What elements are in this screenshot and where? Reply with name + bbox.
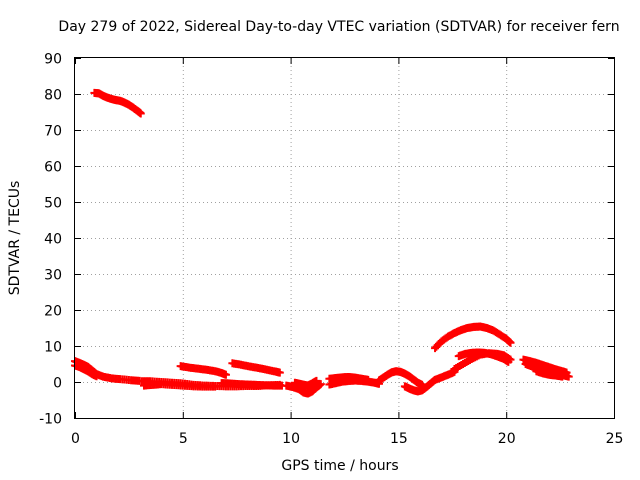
x-tick-label: 10	[282, 431, 300, 447]
points-layer	[71, 88, 573, 398]
series-arc-14	[400, 367, 459, 396]
x-tick-label: 5	[179, 431, 188, 447]
series-arc-6	[176, 362, 230, 379]
y-tick-label: 70	[44, 124, 62, 140]
data-point	[136, 109, 145, 118]
y-axis-title: SDTVAR / TECUs	[7, 181, 23, 296]
data-point	[504, 357, 513, 366]
x-axis-title: GPS time / hours	[281, 458, 398, 474]
y-tick-label: 90	[44, 52, 62, 68]
y-tick-label: 30	[44, 268, 62, 284]
x-tick-label: 15	[390, 431, 408, 447]
data-point	[221, 370, 230, 379]
series-arc-20	[532, 367, 567, 381]
y-tick-label: 0	[53, 376, 62, 392]
series-arc-8	[217, 379, 286, 390]
x-tick-label: 25	[606, 431, 624, 447]
data-point	[506, 338, 515, 347]
y-tick-label: -10	[39, 412, 62, 428]
series-arc-15	[431, 322, 515, 353]
data-point	[558, 372, 567, 381]
y-tick-label: 20	[44, 304, 62, 320]
series-arc-7	[228, 359, 284, 377]
series-arc-13	[374, 367, 427, 389]
y-tick-label: 10	[44, 340, 62, 356]
y-tick-label: 50	[44, 196, 62, 212]
data-point	[211, 382, 220, 391]
data-point	[275, 368, 284, 377]
x-tick-label: 20	[498, 431, 516, 447]
series-arc-12	[325, 372, 373, 384]
series-arc-10	[290, 376, 321, 390]
y-tick-label: 60	[44, 160, 62, 176]
chart-title: Day 279 of 2022, Sidereal Day-to-day VTE…	[58, 19, 619, 35]
tick-layer: 0 5 10 15 20 25 -10 0 10 20 30 40 50 60 70 80 90	[39, 52, 623, 448]
plot-frame	[74, 57, 615, 419]
series-arc-17	[454, 348, 513, 366]
x-tick-label: 0	[71, 431, 80, 447]
y-tick-label: 80	[44, 88, 62, 104]
series-arc-3	[71, 361, 101, 381]
series-arc-5	[139, 380, 220, 391]
series-arc-1	[90, 88, 145, 118]
data-point	[316, 380, 325, 389]
data-point	[312, 376, 321, 385]
y-tick-label: 40	[44, 232, 62, 248]
data-point	[92, 372, 101, 381]
data-point	[364, 375, 373, 384]
series-arc-9	[282, 380, 325, 398]
